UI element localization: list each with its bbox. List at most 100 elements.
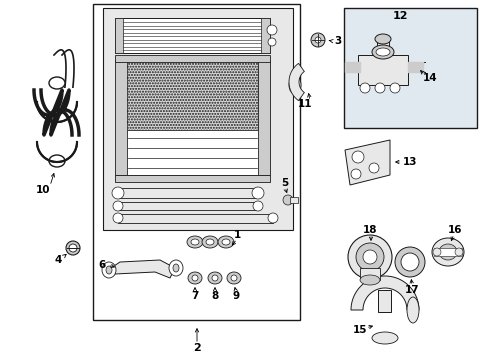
Text: 18: 18	[362, 225, 376, 235]
Bar	[118, 202, 258, 210]
Ellipse shape	[267, 38, 275, 46]
Ellipse shape	[431, 238, 463, 266]
Ellipse shape	[359, 83, 369, 93]
Text: 16: 16	[447, 225, 461, 235]
Bar	[103, 8, 292, 230]
Ellipse shape	[207, 272, 222, 284]
Text: 12: 12	[391, 11, 407, 21]
Ellipse shape	[112, 187, 124, 199]
Ellipse shape	[389, 83, 399, 93]
Bar	[433, 248, 461, 256]
Bar	[115, 175, 269, 182]
Text: 6: 6	[98, 260, 105, 270]
Text: 14: 14	[422, 73, 436, 83]
Ellipse shape	[49, 77, 65, 89]
Ellipse shape	[230, 275, 237, 281]
Ellipse shape	[314, 37, 320, 43]
Bar	[258, 60, 269, 175]
Text: 10: 10	[36, 185, 50, 195]
Ellipse shape	[432, 248, 440, 256]
Bar	[30, 88, 85, 163]
Text: 8: 8	[211, 291, 218, 301]
Ellipse shape	[226, 272, 241, 284]
Ellipse shape	[283, 195, 292, 205]
Ellipse shape	[351, 151, 363, 163]
Ellipse shape	[359, 275, 379, 285]
Ellipse shape	[310, 33, 325, 47]
Ellipse shape	[355, 243, 383, 271]
Bar	[115, 18, 123, 53]
Text: 7: 7	[191, 291, 198, 301]
Ellipse shape	[375, 48, 389, 56]
Ellipse shape	[371, 332, 397, 344]
Bar	[261, 18, 269, 53]
Text: 17: 17	[404, 285, 418, 295]
Ellipse shape	[192, 275, 198, 281]
Bar	[359, 268, 379, 280]
Ellipse shape	[406, 297, 418, 323]
Bar	[127, 60, 258, 130]
Ellipse shape	[69, 244, 77, 252]
Ellipse shape	[362, 250, 376, 264]
Polygon shape	[350, 276, 418, 310]
Ellipse shape	[374, 83, 384, 93]
Ellipse shape	[113, 201, 123, 211]
Ellipse shape	[202, 236, 218, 248]
Ellipse shape	[291, 80, 297, 90]
Text: 11: 11	[297, 99, 312, 109]
Ellipse shape	[252, 201, 263, 211]
Polygon shape	[345, 62, 359, 72]
Polygon shape	[288, 63, 304, 100]
Text: 5: 5	[281, 178, 288, 188]
Ellipse shape	[186, 236, 203, 248]
Ellipse shape	[350, 169, 360, 179]
Ellipse shape	[371, 45, 393, 59]
Ellipse shape	[173, 264, 179, 272]
Polygon shape	[407, 62, 422, 72]
Ellipse shape	[267, 213, 278, 223]
Bar	[376, 40, 388, 54]
Text: 4: 4	[54, 255, 61, 265]
Polygon shape	[377, 290, 390, 312]
Ellipse shape	[454, 248, 462, 256]
Bar	[93, 4, 299, 320]
Text: 9: 9	[232, 291, 239, 301]
Ellipse shape	[266, 25, 276, 35]
Ellipse shape	[106, 266, 112, 274]
Polygon shape	[108, 260, 175, 278]
Ellipse shape	[191, 239, 199, 245]
Ellipse shape	[347, 235, 391, 279]
Ellipse shape	[222, 239, 229, 245]
Ellipse shape	[113, 213, 123, 223]
Bar	[118, 188, 258, 198]
Ellipse shape	[49, 155, 65, 167]
Bar	[115, 60, 127, 175]
Bar	[118, 214, 272, 223]
Bar	[343, 8, 476, 128]
Ellipse shape	[368, 163, 378, 173]
Ellipse shape	[205, 239, 214, 245]
Ellipse shape	[212, 275, 218, 281]
Bar	[289, 197, 297, 203]
Ellipse shape	[251, 187, 264, 199]
Text: 2: 2	[193, 343, 201, 353]
Ellipse shape	[102, 262, 116, 278]
Text: 3: 3	[334, 36, 341, 46]
Text: 1: 1	[233, 230, 240, 240]
Bar	[357, 55, 407, 85]
Ellipse shape	[66, 241, 80, 255]
Ellipse shape	[394, 247, 424, 277]
Text: 15: 15	[352, 325, 366, 335]
Ellipse shape	[218, 236, 234, 248]
Ellipse shape	[400, 253, 418, 271]
Bar	[127, 130, 258, 175]
Bar	[127, 60, 258, 130]
Bar	[115, 55, 269, 62]
Ellipse shape	[288, 76, 301, 94]
Bar	[115, 18, 269, 53]
Ellipse shape	[374, 34, 390, 44]
Ellipse shape	[187, 272, 202, 284]
Ellipse shape	[438, 244, 456, 260]
Polygon shape	[345, 140, 389, 185]
Text: 13: 13	[402, 157, 416, 167]
